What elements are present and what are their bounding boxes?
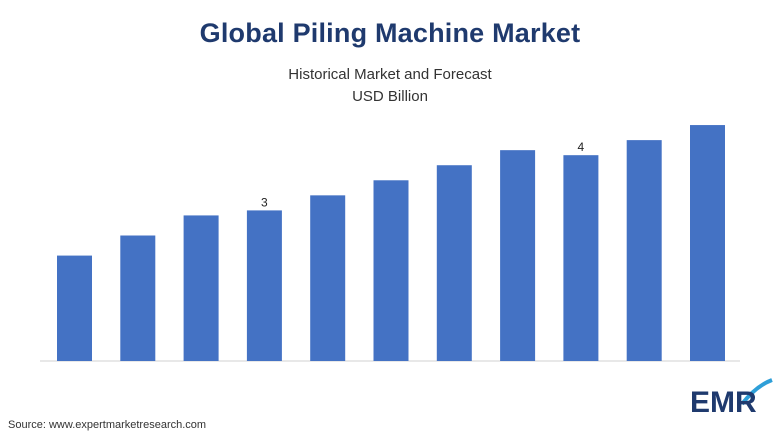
source-note: Source: www.expertmarketresearch.com: [8, 419, 207, 431]
bar-11: [690, 125, 725, 361]
logo-swoosh-icon: [740, 378, 773, 406]
logo-text: EMR: [690, 386, 757, 419]
bar-5: [310, 195, 346, 361]
chart-unit-label: USD Billion: [352, 88, 428, 105]
bar-4: [246, 210, 282, 361]
data-label-4: 3: [261, 195, 268, 209]
bar-3: [183, 215, 219, 361]
bar-9: [563, 155, 599, 361]
chart-subtitle: Historical Market and Forecast: [288, 66, 492, 83]
data-label-9: 4: [578, 140, 585, 154]
chart-title: Global Piling Machine Market: [199, 18, 581, 48]
emr-logo: EMR: [676, 378, 776, 438]
bar-2: [120, 235, 156, 361]
bar-1: [57, 255, 92, 361]
bar-6: [373, 180, 409, 361]
bar-10: [626, 140, 662, 361]
bar-7: [436, 165, 472, 361]
bar-8: [500, 150, 536, 361]
